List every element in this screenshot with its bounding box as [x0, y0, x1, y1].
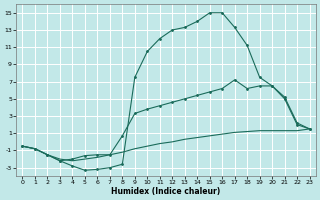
- X-axis label: Humidex (Indice chaleur): Humidex (Indice chaleur): [111, 187, 221, 196]
